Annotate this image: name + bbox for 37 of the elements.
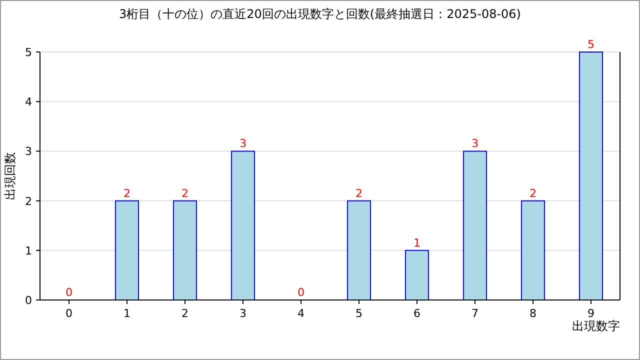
chart-title: 3桁目（十の位）の直近20回の出現数字と回数(最終抽選日：2025-08-06) [118,7,522,21]
data-label: 3 [472,137,478,150]
data-label: 3 [240,137,246,150]
y-axis-title: 出現回数 [3,152,17,200]
x-tick-label: 4 [298,307,304,320]
bar [405,250,429,300]
x-axis-title: 出現数字 [572,319,620,333]
data-label: 2 [124,186,130,200]
x-tick-label: 6 [414,307,420,320]
bar [579,52,603,300]
x-tick-label: 1 [124,307,130,320]
data-label: 1 [414,236,420,250]
data-label: 2 [530,186,536,200]
data-label: 0 [298,286,304,299]
data-label: 5 [588,38,594,51]
y-tick-label: 1 [25,244,32,258]
data-label: 2 [182,186,188,200]
x-tick-label: 9 [588,307,594,320]
y-tick-label: 0 [25,294,32,307]
data-label: 2 [356,186,362,200]
bar [115,200,139,300]
bar [231,150,255,300]
bar [521,200,545,300]
x-tick-label: 0 [66,307,72,320]
x-tick-label: 5 [356,307,362,320]
y-tick-label: 3 [25,145,32,158]
x-tick-label: 8 [530,307,536,320]
data-label: 0 [66,286,72,299]
bar [463,150,487,300]
x-tick-label: 3 [240,307,246,320]
y-tick-label: 4 [25,96,32,109]
x-tick-label: 2 [182,307,188,320]
y-tick-label: 2 [25,194,32,208]
bar [173,200,197,300]
y-tick-label: 5 [25,46,32,59]
x-tick-label: 7 [472,307,478,320]
bar [347,200,371,300]
